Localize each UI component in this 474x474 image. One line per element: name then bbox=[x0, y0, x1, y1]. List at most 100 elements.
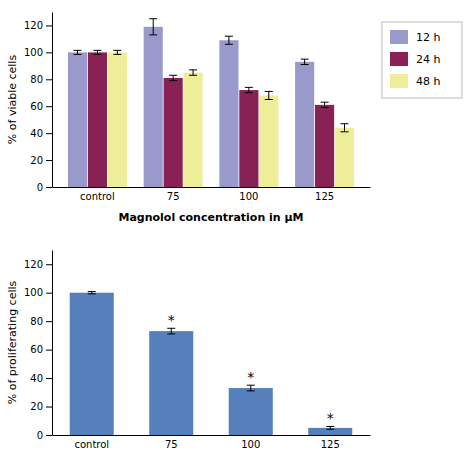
bar bbox=[164, 78, 183, 187]
y-tick-label: 20 bbox=[30, 401, 43, 412]
y-tick-label: 120 bbox=[24, 20, 43, 31]
y-tick-label: 40 bbox=[30, 373, 43, 384]
x-tick-label: 100 bbox=[239, 191, 258, 202]
legend-label: 48 h bbox=[416, 75, 440, 88]
error-bar-line bbox=[169, 80, 177, 81]
bar bbox=[70, 293, 114, 435]
error-bar-line bbox=[88, 291, 96, 292]
error-bar bbox=[189, 70, 197, 75]
error-bar bbox=[265, 91, 273, 99]
x-tick-label: 75 bbox=[167, 191, 180, 202]
x-tick: control bbox=[74, 435, 109, 450]
x-axis-line bbox=[53, 435, 371, 436]
legend-label: 24 h bbox=[416, 53, 440, 66]
y-tick-label: 80 bbox=[30, 74, 43, 85]
error-bar-line bbox=[113, 50, 121, 51]
bar bbox=[335, 128, 354, 187]
error-bar-line bbox=[321, 107, 329, 108]
panel: 020406080100120control75100125% of viabl… bbox=[6, 13, 462, 225]
y-tick-label: 100 bbox=[24, 47, 43, 58]
y-tick-mark bbox=[46, 106, 52, 107]
error-bar-line bbox=[245, 87, 253, 88]
y-axis: 020406080100120 bbox=[24, 251, 53, 441]
y-tick-label: 120 bbox=[24, 259, 43, 270]
x-tick: control bbox=[80, 187, 115, 202]
series bbox=[108, 50, 354, 187]
legend-swatch bbox=[390, 52, 408, 66]
error-bar-line bbox=[117, 50, 118, 54]
error-bar-line bbox=[265, 91, 273, 92]
annotation: * bbox=[247, 369, 254, 385]
error-bar bbox=[247, 385, 255, 391]
y-tick: 0 bbox=[37, 430, 52, 441]
legend: 12 h24 h48 h bbox=[382, 22, 462, 98]
error-bar-line bbox=[189, 69, 197, 70]
y-tick: 20 bbox=[30, 401, 52, 412]
x-tick: 100 bbox=[241, 435, 260, 450]
bar bbox=[108, 52, 127, 187]
y-tick: 0 bbox=[37, 182, 52, 193]
y-axis-line bbox=[52, 251, 53, 436]
error-bar-line bbox=[153, 19, 154, 35]
series bbox=[68, 19, 314, 187]
error-bar bbox=[93, 50, 101, 54]
bar bbox=[259, 95, 278, 187]
bar bbox=[219, 40, 238, 187]
bar bbox=[239, 90, 258, 187]
y-axis-line bbox=[52, 13, 53, 188]
y-tick: 80 bbox=[30, 74, 52, 85]
y-axis: 020406080100120 bbox=[24, 13, 53, 193]
error-bar bbox=[245, 87, 253, 92]
error-bar-line bbox=[321, 102, 329, 103]
error-bar bbox=[149, 19, 157, 35]
error-bar bbox=[88, 292, 96, 294]
x-tick-label: 100 bbox=[241, 439, 260, 450]
error-bar-line bbox=[77, 50, 78, 54]
series bbox=[70, 292, 353, 435]
error-bar-line bbox=[74, 50, 82, 51]
bar bbox=[68, 52, 87, 187]
y-tick: 80 bbox=[30, 316, 52, 327]
error-bar-line bbox=[225, 44, 233, 45]
figure: 020406080100120control75100125% of viabl… bbox=[0, 0, 474, 474]
y-tick-mark bbox=[46, 350, 52, 351]
x-tick: 125 bbox=[315, 187, 334, 202]
y-axis-title: % of proliferating cells bbox=[6, 280, 19, 404]
error-bar-line bbox=[113, 54, 121, 55]
y-tick-label: 0 bbox=[37, 430, 43, 441]
error-bar-line bbox=[326, 429, 334, 430]
bar bbox=[308, 428, 352, 435]
error-bar bbox=[167, 328, 175, 334]
y-tick-mark bbox=[46, 264, 52, 265]
y-tick: 100 bbox=[24, 287, 52, 298]
y-tick: 100 bbox=[24, 47, 52, 58]
error-bar-line bbox=[173, 75, 174, 80]
y-tick-label: 80 bbox=[30, 316, 43, 327]
x-axis: control 75 100 125 bbox=[53, 187, 371, 202]
legend-item: 48 h bbox=[390, 74, 440, 88]
y-tick-label: 0 bbox=[37, 182, 43, 193]
error-bar-line bbox=[268, 91, 269, 99]
y-tick-mark bbox=[46, 52, 52, 53]
y-tick-mark bbox=[46, 160, 52, 161]
legend-frame bbox=[382, 22, 462, 98]
error-bar-line bbox=[193, 70, 194, 75]
x-tick: 75 bbox=[165, 435, 178, 450]
y-tick: 40 bbox=[30, 128, 52, 139]
y-tick: 120 bbox=[24, 20, 52, 31]
error-bar bbox=[225, 36, 233, 44]
y-axis-title: % of viable cells bbox=[6, 55, 19, 145]
error-bar bbox=[321, 102, 329, 107]
y-tick-mark bbox=[46, 321, 52, 322]
error-bar-line bbox=[189, 75, 197, 76]
error-bar-line bbox=[301, 59, 309, 60]
x-tick-label: 125 bbox=[321, 439, 340, 450]
error-bar bbox=[74, 50, 82, 54]
bar bbox=[295, 62, 314, 187]
error-bar-line bbox=[225, 36, 233, 37]
y-tick: 120 bbox=[24, 259, 52, 270]
legend-item: 24 h bbox=[390, 52, 440, 66]
x-tick: 75 bbox=[167, 187, 180, 202]
error-bar-line bbox=[169, 75, 177, 76]
y-tick: 20 bbox=[30, 155, 52, 166]
